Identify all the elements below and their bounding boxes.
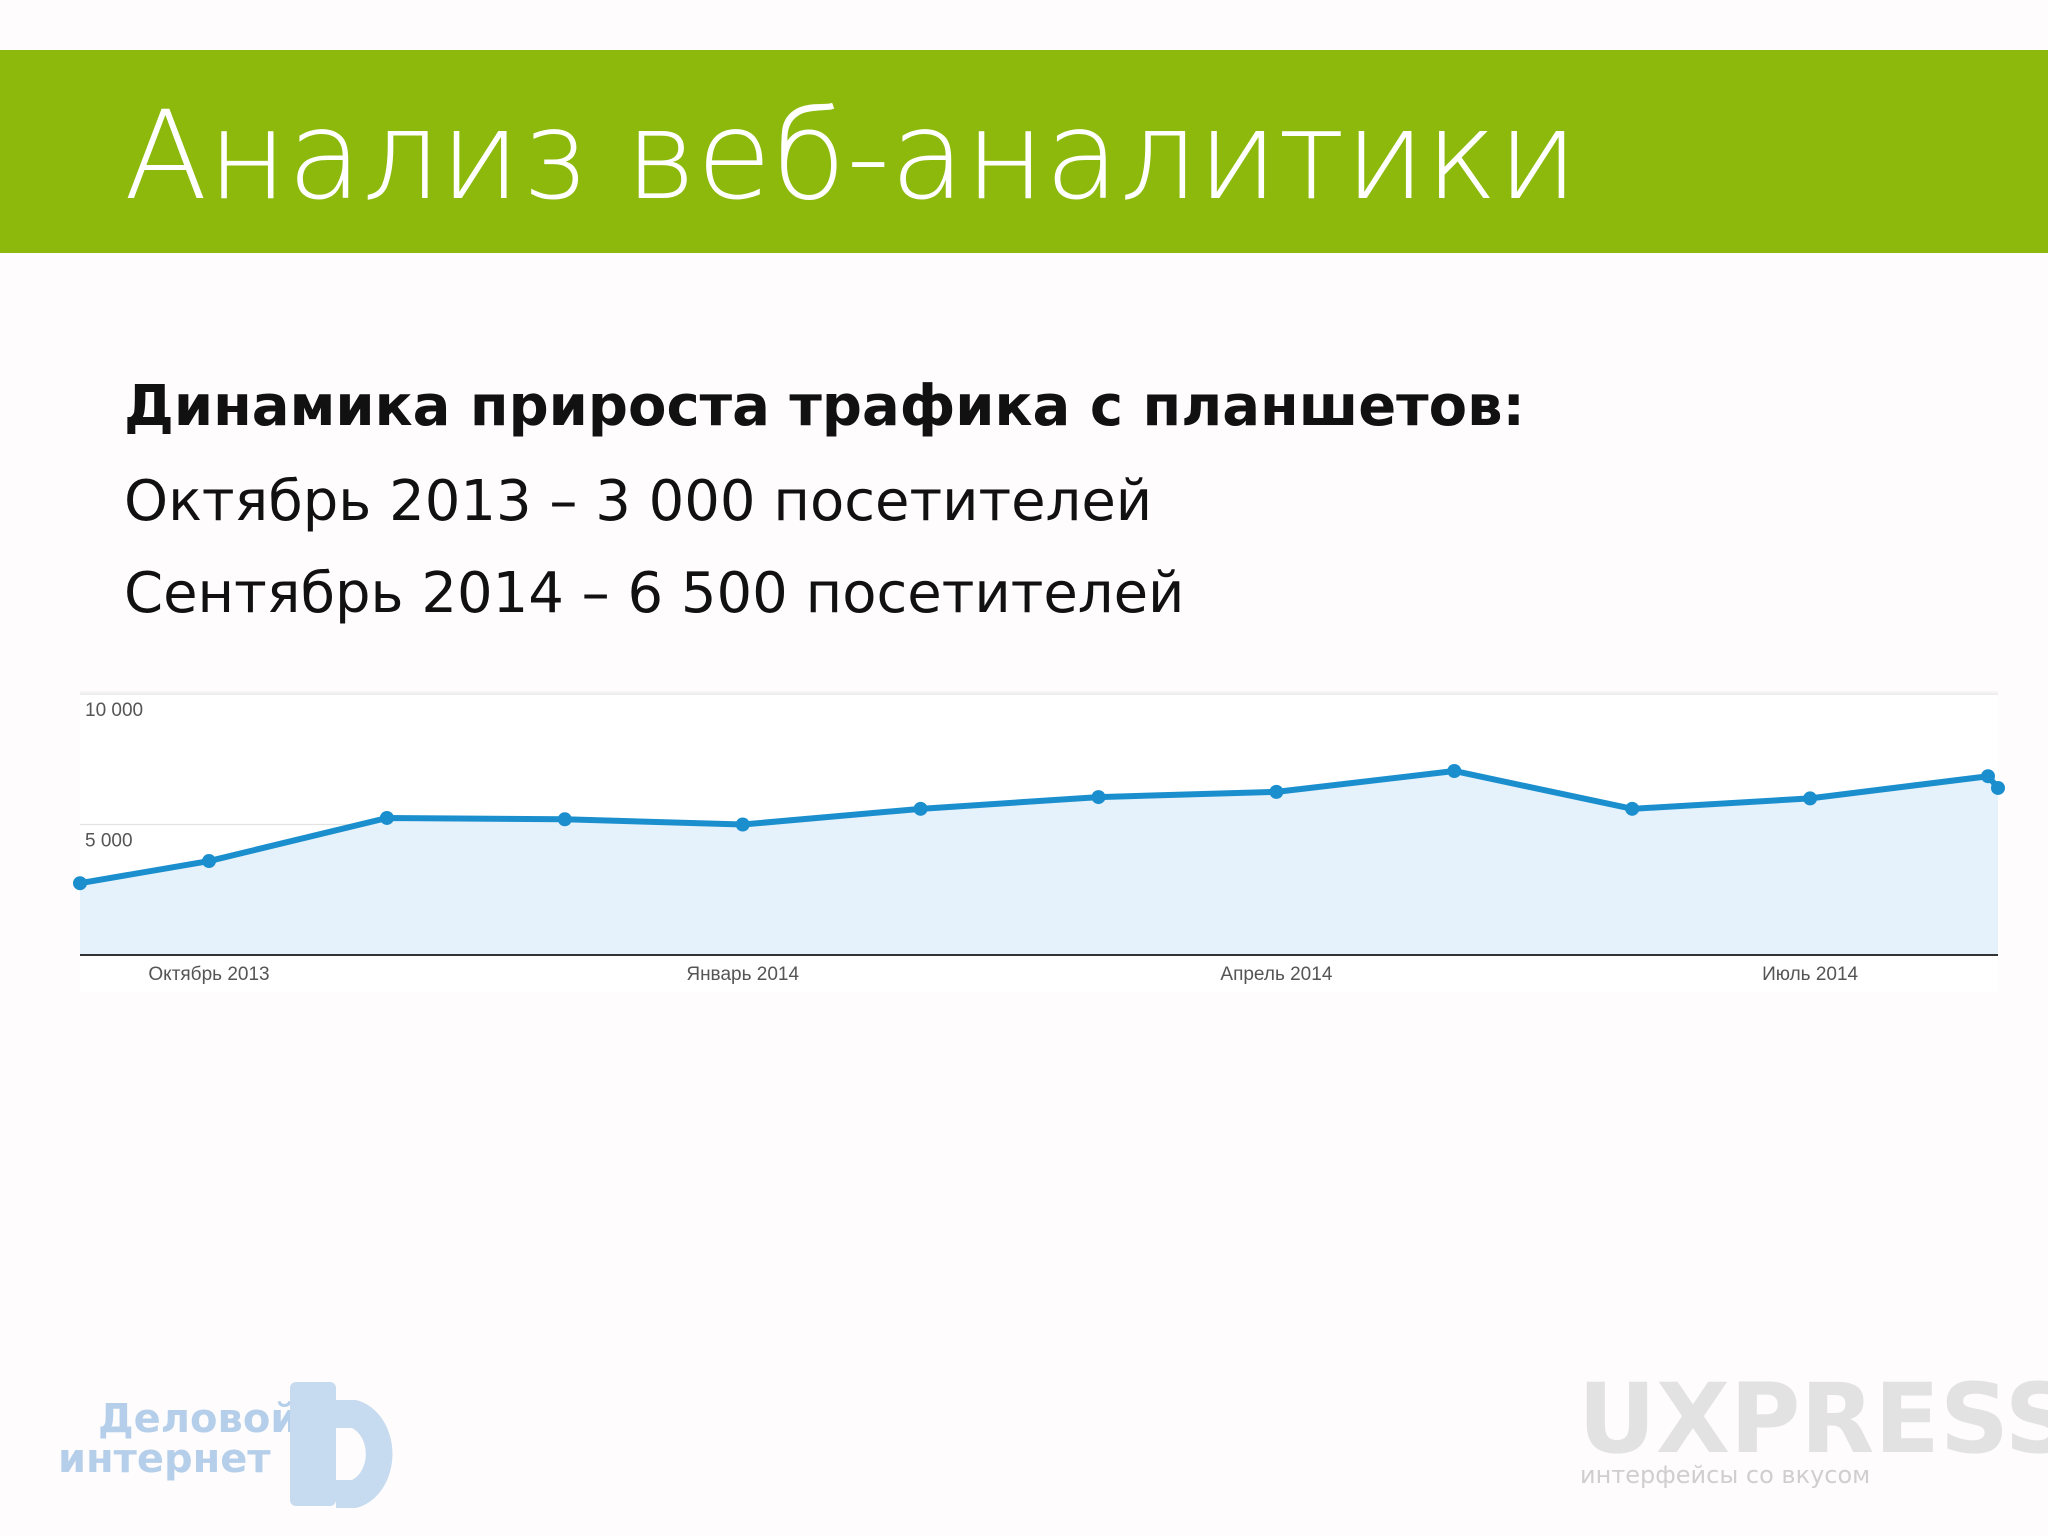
x-tick-label: Январь 2014	[686, 964, 799, 985]
x-tick-label: Октябрь 2013	[148, 964, 269, 985]
point	[1091, 790, 1106, 805]
logo-tagline: интерфейсы со вкусом	[1580, 1461, 1870, 1489]
heading: Динамика прироста трафика с планшетов:	[124, 374, 1525, 439]
chart: 5 000 10 000 Октябрь 2013 Январь 2014 Апрель…	[73, 691, 2005, 992]
logo-text: UXPRESSO	[1578, 1363, 2048, 1475]
point	[379, 810, 394, 825]
point	[73, 876, 87, 891]
point	[1447, 763, 1462, 778]
logo-text: Деловой	[98, 1396, 298, 1442]
x-tick-label: Апрель 2014	[1220, 964, 1332, 985]
point	[735, 817, 750, 832]
logo-text: интернет	[58, 1436, 271, 1482]
point	[1269, 784, 1284, 799]
logo-shape	[290, 1382, 336, 1506]
slide-title: Анализ веб-аналитики	[124, 85, 1578, 227]
body-line: Октябрь 2013 – 3 000 посетителей	[124, 469, 1152, 534]
point	[1625, 801, 1640, 816]
point	[1991, 780, 2005, 795]
point	[1981, 769, 1995, 784]
header-bar	[0, 50, 2048, 253]
logo-right: UXPRESSO интерфейсы со вкусом	[1578, 1363, 2048, 1489]
y-tick-label: 10 000	[85, 700, 143, 721]
point	[202, 854, 216, 869]
point	[1803, 791, 1818, 806]
x-tick-label: Июль 2014	[1762, 964, 1858, 985]
area	[80, 770, 1998, 955]
point	[913, 801, 928, 816]
body-line: Сентябрь 2014 – 6 500 посетителей	[124, 561, 1184, 626]
logo-left: Деловой интернет	[58, 1382, 393, 1508]
y-tick-label: 5 000	[85, 831, 133, 852]
point	[557, 812, 572, 827]
logo-shape	[336, 1400, 393, 1508]
